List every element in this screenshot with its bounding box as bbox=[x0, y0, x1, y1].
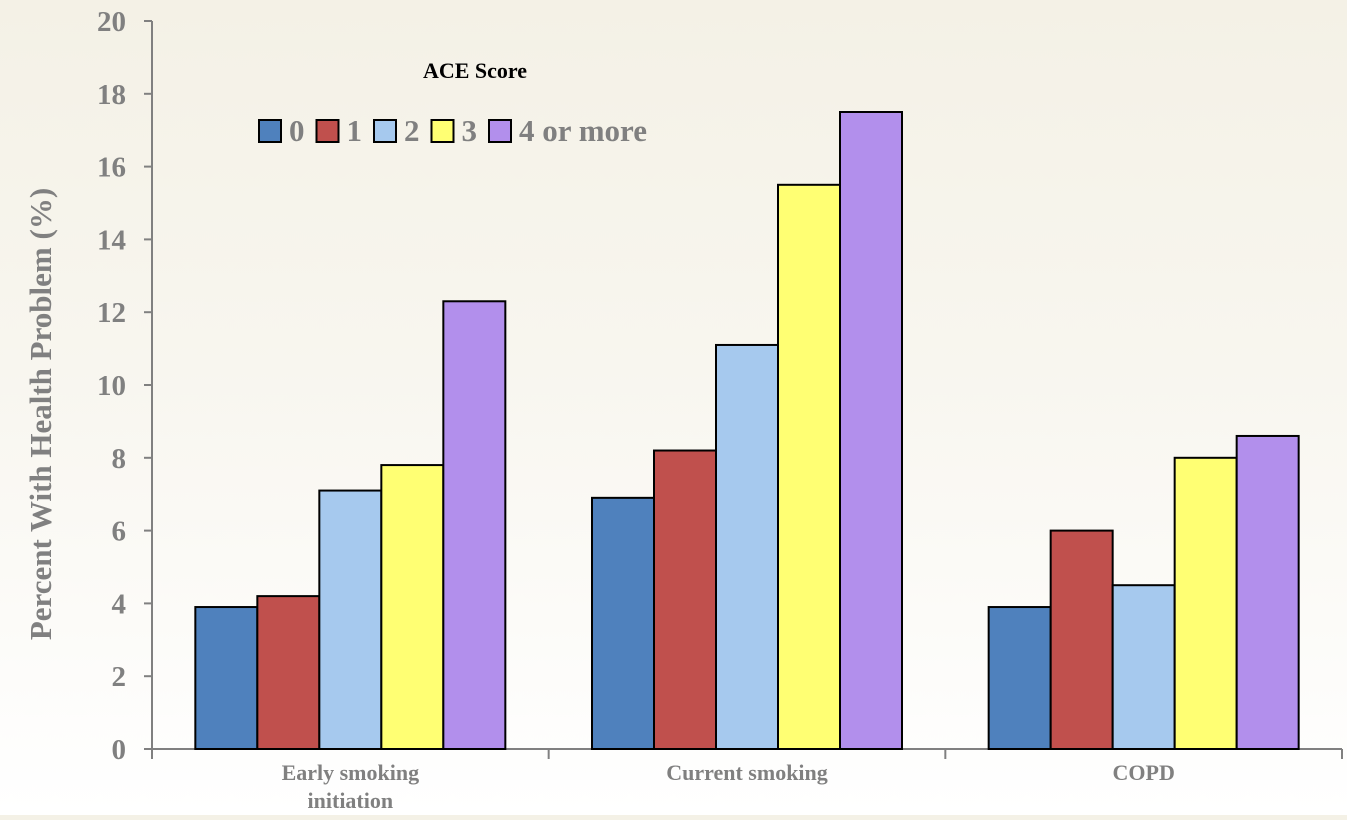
bar-4-or-more-0 bbox=[442, 300, 507, 750]
bar-1-1 bbox=[653, 449, 717, 750]
x-category-label: Early smoking bbox=[282, 760, 420, 785]
legend-swatch-3 bbox=[430, 119, 455, 143]
y-tick-label: 14 bbox=[97, 224, 126, 256]
bar-3-1 bbox=[777, 183, 841, 751]
bar-2-2 bbox=[1111, 584, 1176, 751]
y-tick-label: 18 bbox=[97, 79, 126, 111]
y-tick-label: 8 bbox=[112, 443, 127, 475]
legend-swatch-0 bbox=[258, 119, 282, 143]
legend-title: ACE Score bbox=[423, 58, 527, 83]
y-tick-label: 0 bbox=[112, 734, 127, 766]
bar-2-1 bbox=[715, 343, 779, 750]
bar-1-0 bbox=[256, 595, 321, 750]
x-category-label: Current smoking bbox=[666, 760, 828, 785]
bar-0-1 bbox=[591, 496, 655, 750]
y-tick-label: 6 bbox=[112, 516, 127, 548]
legend-label-4-or-more: 4 or more bbox=[519, 113, 647, 148]
x-category-label: initiation bbox=[308, 788, 394, 813]
bar-4-or-more-2 bbox=[1235, 434, 1300, 750]
legend-swatch-2 bbox=[373, 119, 397, 143]
y-axis-label: Percent With Health Problem (%) bbox=[23, 188, 58, 640]
y-tick-label: 12 bbox=[97, 297, 126, 329]
bar-0-2 bbox=[987, 606, 1052, 750]
legend-label-3: 3 bbox=[462, 113, 478, 148]
y-tick-label: 2 bbox=[112, 661, 127, 693]
y-tick-label: 20 bbox=[97, 6, 126, 38]
bar-4-or-more-1 bbox=[839, 111, 903, 750]
legend-label-1: 1 bbox=[347, 113, 363, 148]
legend-swatch-4-or-more bbox=[488, 119, 512, 143]
bar-3-0 bbox=[380, 464, 445, 750]
y-tick-label: 10 bbox=[97, 370, 126, 402]
y-tick-label: 4 bbox=[112, 588, 127, 620]
legend: ACE Score 0 1 2 3 4 or more bbox=[258, 58, 647, 148]
bar-2-0 bbox=[318, 489, 383, 750]
legend-label-2: 2 bbox=[404, 113, 420, 148]
x-category-label: COPD bbox=[1113, 760, 1175, 785]
bar-0-0 bbox=[194, 606, 259, 750]
legend-label-0: 0 bbox=[289, 113, 305, 148]
y-tick-label: 16 bbox=[97, 152, 126, 184]
bar-3-2 bbox=[1173, 456, 1238, 750]
bars bbox=[194, 111, 1300, 751]
legend-swatch-1 bbox=[315, 119, 340, 143]
bar-1-2 bbox=[1049, 529, 1114, 750]
